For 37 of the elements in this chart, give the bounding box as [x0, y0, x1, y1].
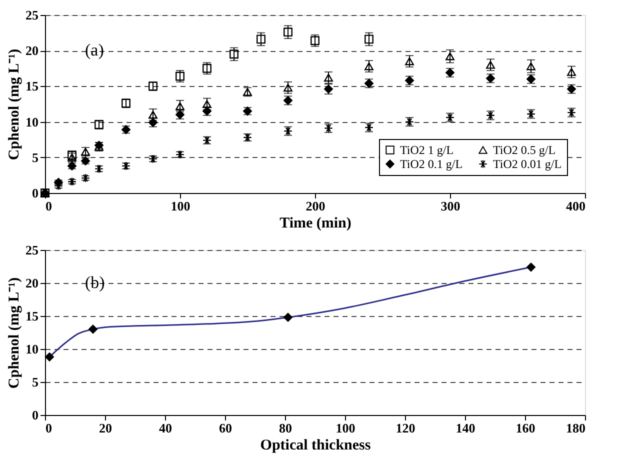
- y-axis-title: Cphenol (mg L⁻¹): [6, 277, 22, 389]
- x-tick-label: 200: [306, 198, 326, 214]
- x-tick-label: 400: [566, 198, 586, 214]
- x-tick-label: 60: [219, 420, 232, 436]
- x-tick-label: 100: [170, 198, 190, 214]
- y-tick-label: 0: [32, 186, 38, 200]
- x-tick-label: 0: [46, 198, 52, 214]
- y-tick-label: 5: [32, 374, 39, 390]
- legend-label: TiO2 0.5 g/L: [493, 143, 556, 157]
- legend-label: TiO2 0.1 g/L: [400, 157, 463, 171]
- y-tick-label: 15: [26, 78, 39, 94]
- x-tick-label: 180: [566, 420, 586, 436]
- y-tick-label: 25: [26, 8, 39, 22]
- annotation: (a): [85, 40, 104, 60]
- annotation: (b): [85, 273, 105, 292]
- y-tick-label: 10: [26, 114, 38, 130]
- x-tick-label: 0: [46, 420, 52, 436]
- x-tick-label: 300: [440, 198, 460, 214]
- y-tick-label: 0: [32, 408, 38, 422]
- y-tick-label: 10: [26, 342, 38, 356]
- x-tick-label: 120: [396, 420, 416, 436]
- x-tick-label: 20: [99, 420, 112, 436]
- x-axis-title: Time (min): [280, 216, 352, 232]
- legend-label: TiO2 0.01 g/L: [493, 157, 562, 171]
- y-tick-label: 20: [26, 276, 38, 290]
- x-tick-label: 160: [516, 420, 536, 436]
- x-tick-label: 80: [279, 420, 292, 436]
- y-tick-label: 5: [32, 150, 39, 165]
- x-axis-title: Optical thickness: [260, 438, 371, 454]
- y-tick-label: 25: [26, 242, 39, 258]
- x-tick-label: 140: [456, 420, 476, 436]
- y-axis-title: Cphenol (mg L⁻¹): [6, 48, 22, 160]
- legend-label: TiO2 1 g/L: [400, 143, 454, 157]
- y-tick-label: 15: [26, 308, 39, 324]
- x-tick-label: 100: [336, 420, 356, 436]
- y-tick-label: 20: [26, 43, 38, 58]
- x-tick-label: 40: [159, 420, 172, 436]
